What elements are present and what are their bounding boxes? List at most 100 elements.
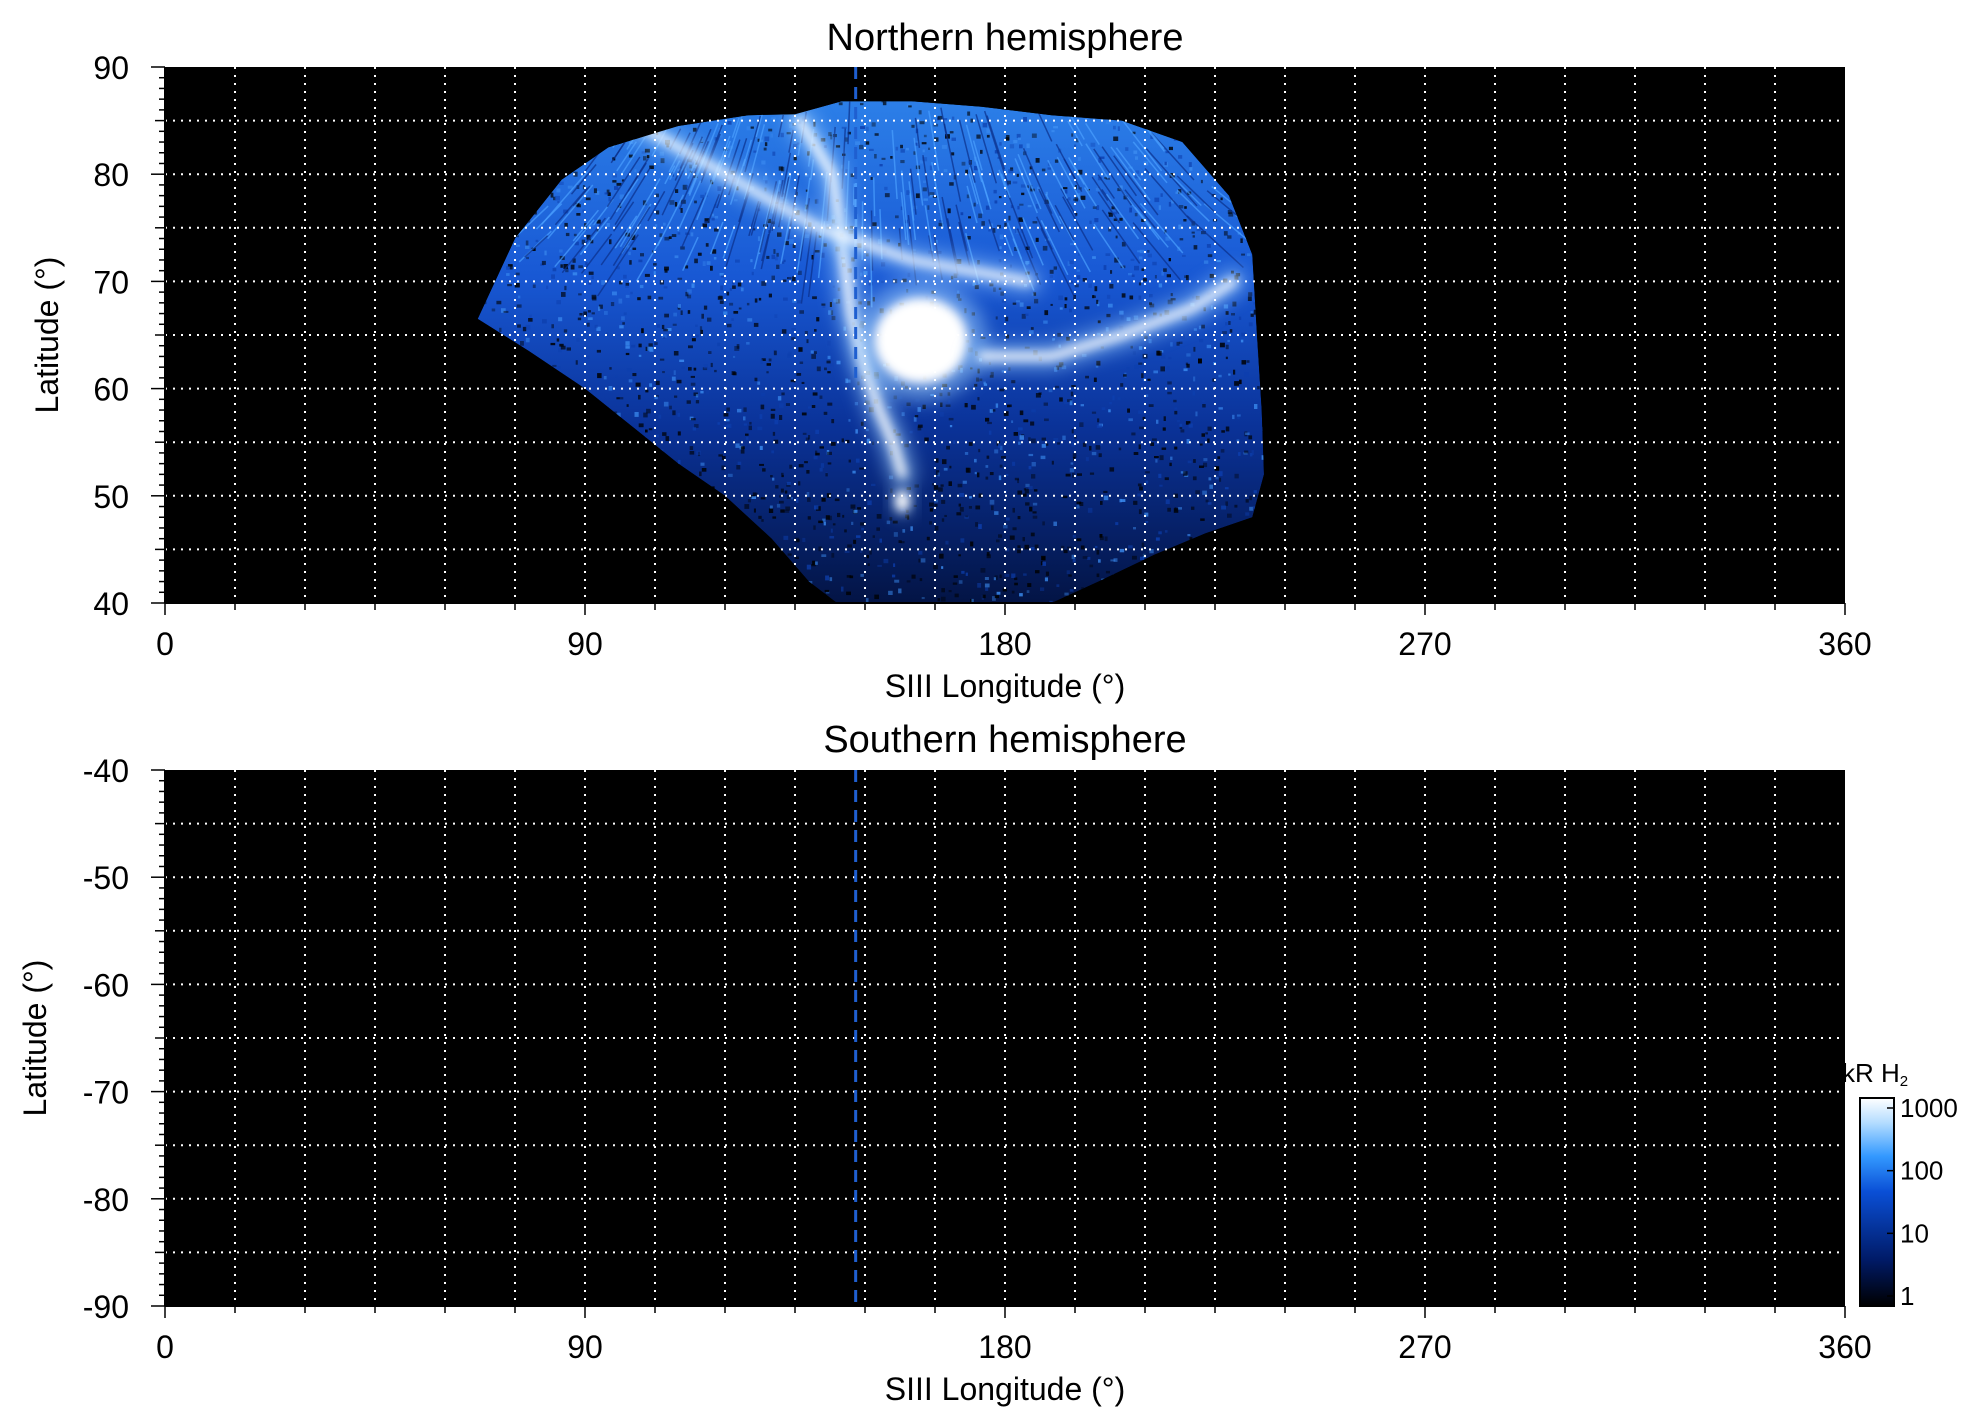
noise-pixel — [1167, 379, 1172, 383]
noise-pixel — [947, 208, 951, 214]
noise-pixel — [1098, 453, 1102, 458]
noise-pixel — [532, 284, 536, 288]
noise-pixel — [1064, 400, 1069, 405]
noise-pixel — [1170, 456, 1173, 460]
noise-pixel — [882, 101, 887, 106]
noise-pixel — [948, 417, 954, 421]
noise-pixel — [901, 412, 905, 417]
noise-pixel — [960, 212, 964, 216]
noise-pixel — [1165, 499, 1170, 505]
noise-pixel — [1149, 294, 1153, 298]
noise-pixel — [648, 343, 653, 347]
noise-pixel — [596, 349, 601, 353]
northern-x-tick-label: 180 — [978, 626, 1031, 662]
noise-pixel — [962, 480, 967, 484]
noise-pixel — [1131, 274, 1135, 277]
noise-pixel — [1023, 419, 1029, 423]
noise-pixel — [937, 598, 941, 602]
noise-pixel — [1192, 391, 1196, 396]
noise-pixel — [1069, 468, 1075, 473]
noise-pixel — [932, 483, 936, 486]
noise-pixel — [712, 249, 717, 254]
colorbar-gradient — [1859, 1097, 1895, 1307]
noise-pixel — [1240, 238, 1243, 243]
noise-pixel — [1237, 415, 1240, 420]
noise-pixel — [788, 276, 793, 280]
noise-pixel — [659, 151, 664, 156]
noise-pixel — [1178, 507, 1182, 510]
noise-pixel — [877, 564, 882, 567]
noise-pixel — [551, 274, 555, 279]
noise-pixel — [804, 331, 808, 336]
noise-pixel — [940, 402, 943, 407]
noise-pixel — [1147, 253, 1152, 258]
noise-pixel — [1145, 394, 1149, 397]
noise-pixel — [1109, 402, 1112, 405]
streak — [579, 216, 610, 256]
noise-pixel — [812, 392, 818, 396]
streak — [1113, 155, 1159, 216]
noise-pixel — [1044, 310, 1049, 316]
noise-pixel — [860, 421, 864, 426]
noise-pixel — [1209, 484, 1213, 489]
noise-pixel — [909, 430, 913, 434]
noise-pixel — [971, 598, 974, 603]
noise-pixel — [787, 353, 791, 358]
noise-pixel — [996, 440, 1001, 446]
northern-y-tick-label: 60 — [93, 372, 129, 408]
noise-pixel — [619, 281, 623, 285]
southern-y-tick-label: -90 — [83, 1289, 129, 1325]
noise-pixel — [1097, 320, 1101, 324]
noise-pixel — [1103, 265, 1107, 270]
noise-pixel — [644, 148, 650, 153]
noise-pixel — [689, 451, 695, 455]
noise-pixel — [1144, 512, 1149, 517]
noise-pixel — [1031, 133, 1037, 138]
noise-pixel — [662, 432, 667, 436]
noise-pixel — [1020, 184, 1026, 188]
noise-pixel — [732, 281, 735, 285]
noise-pixel — [980, 149, 983, 154]
noise-pixel — [977, 368, 980, 374]
noise-pixel — [664, 266, 669, 271]
northern-x-axis-label: SIII Longitude (°) — [885, 668, 1125, 704]
noise-pixel — [1077, 473, 1082, 476]
noise-pixel — [1014, 582, 1018, 586]
noise-pixel — [1027, 205, 1032, 208]
noise-pixel — [612, 180, 617, 183]
noise-pixel — [1119, 548, 1125, 553]
noise-pixel — [979, 378, 983, 382]
noise-pixel — [999, 464, 1003, 468]
noise-pixel — [949, 131, 954, 134]
noise-pixel — [1165, 236, 1170, 241]
noise-pixel — [986, 455, 990, 459]
noise-pixel — [929, 165, 934, 171]
noise-pixel — [669, 200, 675, 205]
noise-pixel — [1206, 344, 1212, 349]
southern-y-tick-label: -80 — [83, 1182, 129, 1218]
noise-pixel — [573, 233, 577, 237]
noise-pixel — [1183, 368, 1188, 372]
noise-pixel — [1231, 313, 1235, 316]
noise-pixel — [1225, 311, 1229, 315]
noise-pixel — [1233, 369, 1236, 375]
noise-pixel — [736, 344, 740, 349]
northern-y-tick-label: 70 — [93, 264, 129, 300]
noise-pixel — [726, 407, 730, 412]
noise-pixel — [1161, 270, 1164, 276]
noise-pixel — [1137, 250, 1141, 253]
noise-pixel — [1069, 308, 1072, 313]
noise-pixel — [1030, 170, 1034, 174]
noise-pixel — [993, 189, 997, 194]
noise-pixel — [780, 488, 784, 493]
noise-pixel — [563, 264, 568, 269]
noise-pixel — [1028, 437, 1031, 441]
streak — [612, 206, 651, 267]
noise-pixel — [989, 375, 994, 378]
noise-pixel — [707, 317, 712, 322]
noise-pixel — [681, 366, 685, 369]
noise-pixel — [1138, 282, 1142, 286]
